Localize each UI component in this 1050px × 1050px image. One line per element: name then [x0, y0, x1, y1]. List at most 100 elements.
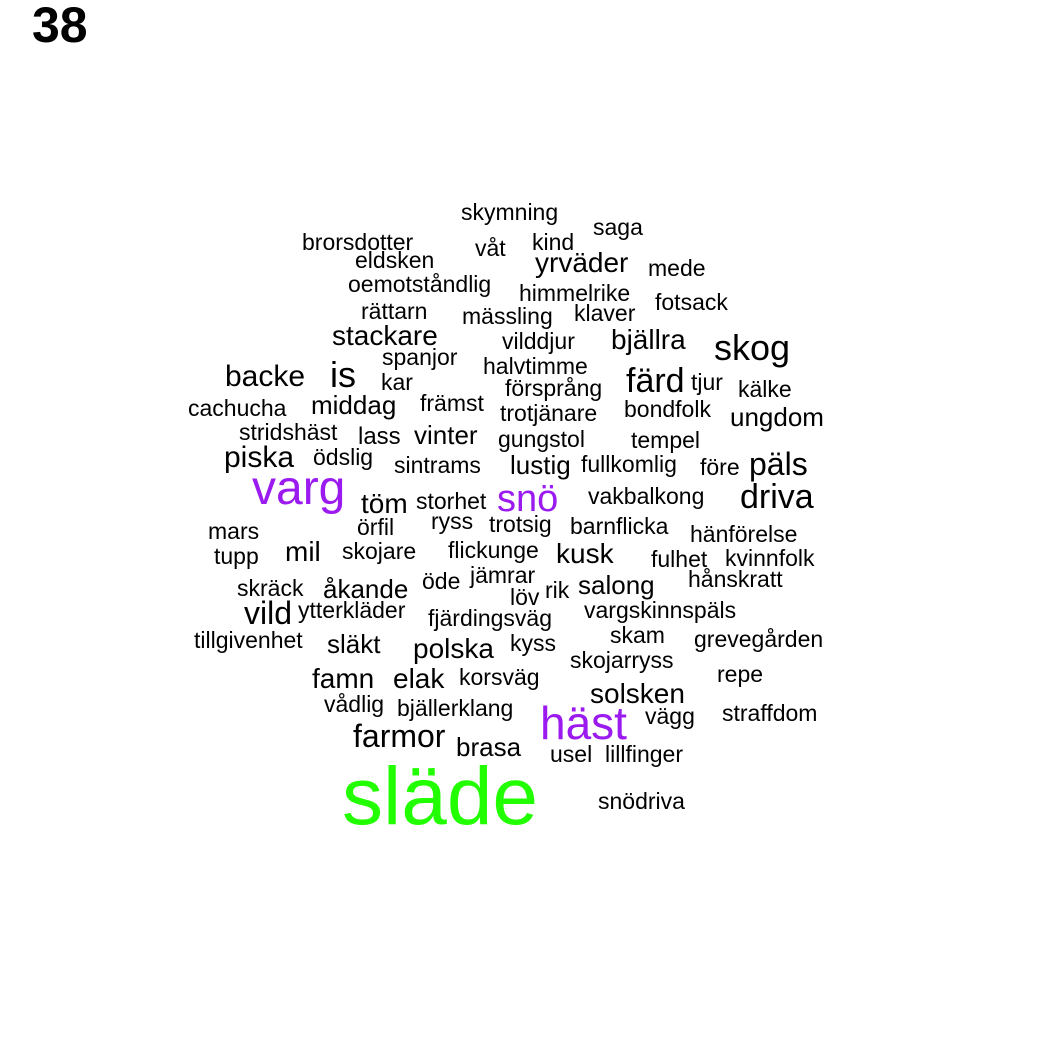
word-75: vargskinnspäls — [584, 597, 737, 623]
word-34: lass — [358, 423, 401, 450]
word-58: mil — [285, 536, 321, 567]
word-19: halvtimme — [483, 353, 588, 379]
word-95: usel — [550, 741, 593, 767]
word-61: kusk — [556, 538, 614, 569]
word-0: skymning — [461, 199, 559, 225]
word-17: skog — [714, 327, 791, 368]
word-97: släde — [342, 751, 539, 842]
word-66: åkande — [323, 574, 409, 604]
word-7: mede — [648, 255, 706, 281]
word-92: straffdom — [722, 700, 818, 726]
word-51: mars — [208, 518, 260, 544]
word-39: ödslig — [313, 444, 374, 470]
word-23: försprång — [505, 375, 603, 401]
word-62: fulhet — [651, 546, 708, 572]
word-81: polska — [413, 633, 494, 664]
word-79: skam — [610, 622, 665, 648]
word-6: yrväder — [535, 247, 629, 278]
word-70: hånskratt — [688, 566, 783, 592]
word-77: släkt — [327, 629, 381, 659]
word-78: kyss — [510, 630, 556, 656]
word-85: korsväg — [459, 664, 540, 690]
word-80: grevegården — [694, 626, 824, 652]
word-52: örfil — [357, 514, 395, 540]
word-43: före — [700, 454, 740, 480]
word-54: trotsig — [489, 511, 552, 537]
word-4: kind — [532, 229, 575, 255]
word-20: backe — [225, 360, 306, 393]
word-44: päls — [749, 446, 808, 482]
word-48: snö — [497, 478, 559, 520]
word-87: solsken — [590, 678, 685, 709]
word-74: fjärdingsväg — [428, 605, 553, 631]
word-30: trotjänare — [500, 400, 598, 426]
word-13: klaver — [574, 300, 636, 326]
word-86: repe — [717, 661, 764, 687]
word-22: kar — [381, 369, 413, 395]
word-37: tempel — [631, 427, 701, 453]
word-71: löv — [510, 584, 540, 610]
word-69: salong — [578, 570, 655, 600]
word-5: eldsken — [355, 247, 435, 273]
word-55: barnflicka — [570, 513, 669, 539]
word-25: tjur — [691, 369, 723, 395]
word-65: skräck — [237, 575, 304, 601]
word-63: kvinnfolk — [725, 545, 815, 571]
word-67: öde — [422, 568, 461, 594]
word-11: rättarn — [361, 298, 428, 324]
word-98: snödriva — [598, 788, 685, 814]
word-49: vakbalkong — [588, 483, 705, 509]
word-72: vild — [244, 595, 293, 631]
word-84: elak — [393, 663, 445, 694]
word-56: hänförelse — [690, 521, 798, 547]
word-46: töm — [361, 488, 408, 519]
word-57: tupp — [214, 543, 259, 569]
word-45: varg — [252, 462, 346, 515]
word-10: fotsack — [655, 289, 728, 315]
word-88: vådlig — [324, 691, 385, 717]
word-18: spanjor — [382, 344, 458, 370]
word-53: ryss — [431, 508, 474, 534]
word-31: bondfolk — [624, 396, 711, 422]
word-15: vilddjur — [502, 328, 575, 354]
word-33: stridshäst — [239, 419, 338, 445]
word-59: skojare — [342, 538, 417, 564]
word-40: sintrams — [394, 452, 481, 478]
word-94: brasa — [456, 732, 522, 762]
word-50: driva — [740, 478, 814, 516]
word-91: vägg — [645, 703, 695, 729]
word-90: häst — [540, 697, 627, 749]
word-1: saga — [593, 214, 643, 240]
word-89: bjällerklang — [397, 695, 514, 721]
word-9: himmelrike — [519, 280, 631, 306]
word-24: färd — [626, 362, 685, 400]
word-76: tillgivenhet — [194, 627, 303, 653]
word-16: bjällra — [611, 324, 686, 355]
word-82: skojarryss — [570, 647, 674, 673]
word-14: stackare — [332, 320, 438, 351]
word-68: rik — [545, 577, 570, 603]
word-41: lustig — [510, 450, 571, 480]
word-32: ungdom — [730, 402, 824, 432]
word-36: gungstol — [498, 426, 585, 452]
word-12: mässling — [462, 303, 553, 329]
word-29: främst — [420, 390, 484, 416]
word-8: oemotståndlig — [348, 271, 492, 297]
word-28: middag — [311, 390, 397, 420]
word-64: jämrar — [470, 562, 536, 588]
word-26: kälke — [738, 376, 792, 402]
word-96: lillfinger — [605, 741, 683, 767]
word-47: storhet — [416, 488, 487, 514]
word-2: brorsdotter — [302, 229, 414, 255]
word-38: piska — [224, 441, 295, 474]
word-27: cachucha — [188, 395, 287, 421]
word-35: vinter — [414, 420, 478, 450]
word-73: ytterkläder — [298, 597, 406, 623]
word-83: famn — [312, 663, 375, 694]
word-60: flickunge — [448, 537, 539, 563]
word-42: fullkomlig — [581, 451, 677, 477]
word-3: våt — [475, 235, 506, 261]
word-21: is — [330, 354, 356, 395]
page-number: 38 — [32, 0, 88, 53]
